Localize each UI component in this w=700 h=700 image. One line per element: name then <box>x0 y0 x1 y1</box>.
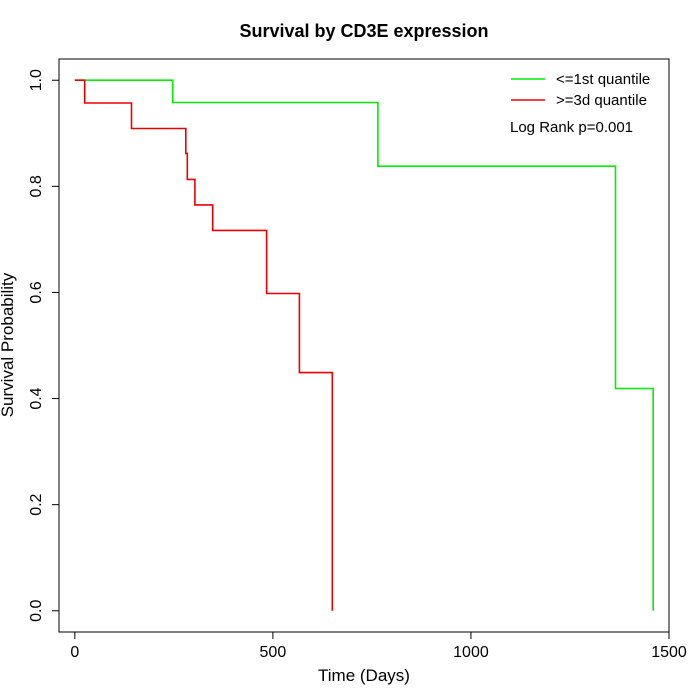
y-tick-label: 0.8 <box>28 175 45 197</box>
y-tick-label: 1.0 <box>28 69 45 91</box>
chart-title: Survival by CD3E expression <box>239 21 488 41</box>
y-tick-label: 0.0 <box>28 600 45 622</box>
x-axis: 0 500 1000 1500 <box>70 631 687 661</box>
log-rank-annotation: Log Rank p=0.001 <box>510 119 633 136</box>
y-tick-label: 0.4 <box>28 387 45 409</box>
plot-frame <box>58 58 670 633</box>
x-tick-label: 1000 <box>453 644 489 661</box>
series-line-1 <box>74 79 655 611</box>
y-axis-title: Survival Probability <box>0 272 17 417</box>
legend: <=1st quantile >=3d quantile <box>511 71 650 109</box>
y-axis: 0.0 0.2 0.4 0.6 0.8 1.0 <box>28 69 60 622</box>
x-tick-label: 0 <box>70 644 79 661</box>
legend-label-1: <=1st quantile <box>556 71 650 88</box>
y-tick-label: 0.6 <box>28 281 45 303</box>
x-axis-title: Time (Days) <box>318 666 410 685</box>
x-tick-label: 1500 <box>651 644 687 661</box>
y-tick-label: 0.2 <box>28 493 45 515</box>
series-layer <box>74 79 655 611</box>
x-tick-label: 500 <box>260 644 287 661</box>
legend-label-2: >=3d quantile <box>556 92 647 109</box>
series-line-2 <box>74 79 334 611</box>
